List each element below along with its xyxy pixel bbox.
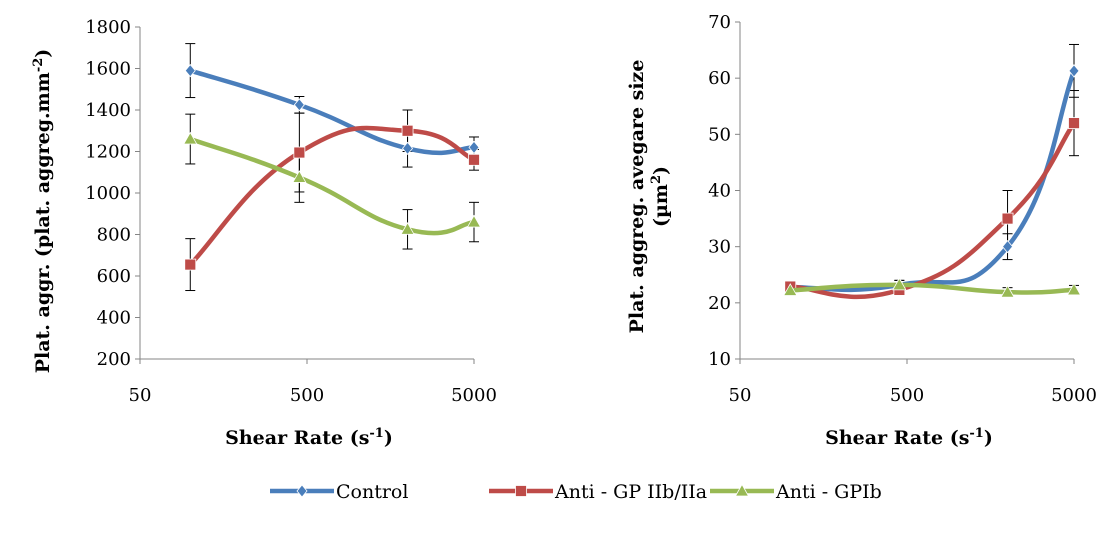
data-point <box>892 277 907 291</box>
x-axis-title-sup: -1 <box>369 426 383 441</box>
series-square <box>184 124 480 271</box>
legend-swatch-marker <box>734 483 750 497</box>
x-axis-title-close: ) <box>384 427 393 449</box>
legend-swatch-marker <box>296 484 308 498</box>
series-line <box>788 282 1077 295</box>
x-tick-label: 5000 <box>451 385 497 406</box>
series-triangle <box>183 131 482 236</box>
y-tick-label: 1400 <box>85 100 131 121</box>
y-axis-title: Plat. aggr. (plat. aggreg.mm-2) <box>31 49 55 374</box>
y-tick-label: 800 <box>97 225 131 246</box>
y-tick-label: 200 <box>97 349 131 370</box>
y-axis-title-line2: (µm2) <box>649 166 673 227</box>
y-tick-label: 20 <box>708 293 731 314</box>
x-axis-title-text: Shear Rate (s <box>825 427 969 449</box>
legend-label: Control <box>336 481 408 503</box>
data-point <box>183 131 198 145</box>
series-line <box>188 68 477 156</box>
series-square <box>784 117 1080 300</box>
data-point <box>293 98 305 112</box>
y-tick-label: 1000 <box>85 183 131 204</box>
y-tick-label: 60 <box>708 68 731 89</box>
y-tick-label: 10 <box>708 349 731 370</box>
y-axis-title-text: Plat. aggr. (plat. aggreg.mm <box>32 72 54 373</box>
y-tick-label: 50 <box>708 124 731 145</box>
data-point <box>1068 64 1080 78</box>
x-axis-title: Shear Rate (s-1) <box>225 426 393 450</box>
data-point <box>184 63 196 78</box>
y-tick-label: 40 <box>708 181 731 202</box>
legend-item: Control <box>270 481 408 503</box>
x-axis-title-text: Shear Rate (s <box>225 427 369 449</box>
y-axis-title-close: ) <box>32 49 54 58</box>
y-tick-label: 70 <box>708 12 731 33</box>
data-point <box>468 140 480 154</box>
legend-item: Anti - GP IIb/IIa <box>489 481 707 503</box>
data-point <box>292 170 307 183</box>
y-tick-label: 600 <box>97 266 131 287</box>
x-axis-title: Shear Rate (s-1) <box>825 426 993 450</box>
y-tick-label: 30 <box>708 237 731 258</box>
y-tick-label: 1200 <box>85 142 131 163</box>
data-point <box>184 258 197 271</box>
legend-label: Anti - GPIb <box>775 481 882 503</box>
data-point <box>1066 282 1082 296</box>
data-point <box>1002 240 1014 254</box>
data-point <box>1000 284 1015 298</box>
x-axis-title-close: ) <box>984 427 993 449</box>
legend: Control Anti - GP IIb/IIa Anti - GPIb <box>270 481 882 503</box>
series-line <box>188 136 477 236</box>
x-tick-label: 500 <box>890 385 924 406</box>
data-point <box>468 153 480 166</box>
chart-left: 200 400 600 800 1000 1200 1400 1600 1800 50 500 500… <box>31 17 497 449</box>
data-point <box>400 221 415 235</box>
y-axis-title-text: Plat. aggreg. avegare size <box>626 60 648 334</box>
y-tick-label: 1800 <box>85 17 131 38</box>
y-tick-label: 400 <box>97 308 131 329</box>
series-line <box>788 120 1077 300</box>
y-axis-title-sup: 2 <box>649 175 664 184</box>
data-point <box>402 141 414 156</box>
legend-item: Anti - GPIb <box>710 481 882 503</box>
data-point <box>1001 212 1014 225</box>
data-point <box>293 146 306 159</box>
x-tick-label: 50 <box>129 385 152 406</box>
y-tick-label: 1600 <box>85 59 131 80</box>
y-axis-title-line1: Plat. aggreg. avegare size <box>626 60 648 334</box>
legend-label: Anti - GP IIb/IIa <box>554 481 707 503</box>
data-point <box>1068 117 1080 129</box>
series-line <box>788 68 1077 293</box>
data-point <box>466 214 482 228</box>
legend-swatch-marker <box>515 485 527 497</box>
series-diamond <box>784 64 1080 294</box>
series-line <box>188 125 477 267</box>
y-axis-title-close: ) <box>650 166 672 175</box>
series-diamond <box>184 63 480 156</box>
data-point <box>783 283 798 296</box>
x-tick-label: 50 <box>729 385 752 406</box>
x-tick-label: 5000 <box>1051 385 1097 406</box>
x-axis-title-sup: -1 <box>969 426 983 441</box>
series-triangle <box>783 277 1082 298</box>
y-axis-title-text2: (µm <box>650 184 672 227</box>
data-point <box>401 124 414 137</box>
y-axis-title-sup: -2 <box>31 58 46 72</box>
x-tick-label: 500 <box>290 385 324 406</box>
